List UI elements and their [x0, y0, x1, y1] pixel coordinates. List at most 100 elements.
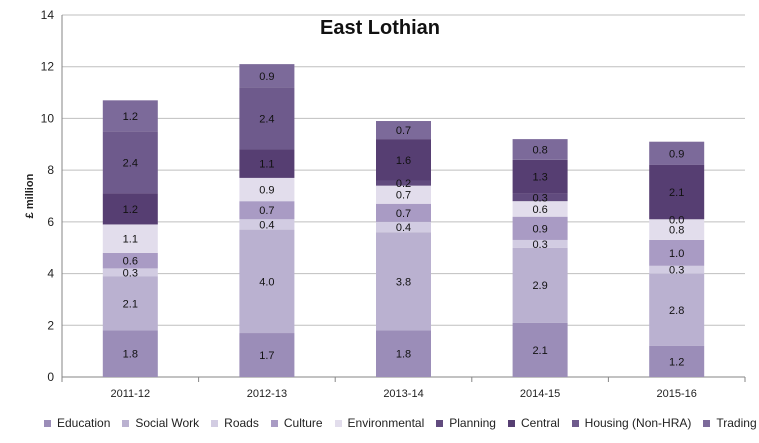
bar-segment	[649, 219, 705, 240]
bar-segment	[512, 247, 568, 323]
legend-item: Social Work	[122, 416, 199, 430]
data-label: 3.8	[396, 276, 411, 288]
bar-segment	[239, 177, 295, 202]
data-label: 0.7	[259, 205, 274, 217]
data-label: 0.3	[123, 267, 138, 279]
y-tick-label: 2	[47, 318, 54, 332]
legend-item: Planning	[436, 416, 496, 430]
bar-segment	[239, 87, 295, 150]
bar-segment	[102, 224, 158, 253]
data-label: 0.0	[669, 214, 684, 226]
data-label: 0.8	[532, 144, 547, 156]
legend-item: Central	[507, 416, 560, 430]
bar-segment	[239, 219, 295, 230]
legend-label: Roads	[224, 416, 259, 430]
legend-item: Culture	[270, 416, 323, 430]
legend-item: Education	[44, 416, 110, 430]
bar-segment	[102, 330, 158, 377]
data-label: 2.8	[669, 305, 684, 317]
bar-segment	[102, 131, 158, 194]
legend-swatch	[211, 419, 219, 427]
bar-segment	[649, 345, 705, 377]
y-tick-label: 14	[41, 8, 55, 22]
bar-segment	[512, 239, 568, 248]
legend-item: Housing (Non-HRA)	[571, 416, 692, 430]
data-label: 0.7	[396, 208, 411, 220]
legend-swatch	[571, 419, 579, 427]
data-label: 1.2	[669, 356, 684, 368]
legend-swatch	[334, 419, 342, 427]
data-label: 1.6	[396, 155, 411, 167]
data-label: 0.3	[669, 265, 684, 277]
data-label: 1.1	[259, 159, 274, 171]
y-tick-label: 0	[47, 370, 54, 384]
data-label: 0.6	[532, 204, 547, 216]
bar-segment	[102, 276, 158, 331]
bar-segment	[102, 193, 158, 225]
legend-swatch	[507, 419, 515, 427]
data-label: 2.4	[123, 157, 138, 169]
x-tick-label: 2011-12	[111, 388, 151, 400]
bar-segment	[239, 64, 295, 88]
legend-swatch	[436, 419, 444, 427]
bar-segment	[376, 121, 431, 140]
legend-label: Environmental	[347, 416, 425, 430]
y-tick-label: 4	[47, 267, 54, 281]
data-label: 0.4	[259, 219, 274, 231]
chart-legend: Education Social Work Roads Culture Environm…	[44, 412, 757, 434]
legend-label: Culture	[283, 416, 323, 430]
y-tick-label: 6	[47, 215, 54, 229]
bar-segment	[376, 203, 431, 222]
legend-item: Roads	[211, 416, 259, 430]
data-label: 1.7	[259, 350, 274, 362]
bar-segment	[102, 252, 158, 269]
data-label: 0.7	[396, 190, 411, 202]
data-label: 1.0	[669, 248, 684, 260]
legend-label: Trading	[716, 416, 757, 430]
legend-swatch	[44, 419, 51, 427]
data-label: 0.9	[532, 223, 547, 235]
data-label: 0.9	[669, 148, 684, 160]
legend-label: Education	[57, 416, 111, 430]
bar-segment	[649, 164, 705, 220]
x-tick-label: 2012-13	[247, 388, 287, 400]
legend-label: Housing (Non-HRA)	[584, 416, 692, 430]
data-label: 2.1	[669, 187, 684, 199]
data-label: 1.8	[396, 349, 411, 361]
chart-title: East Lothian	[320, 17, 440, 39]
bar-segment	[512, 322, 568, 377]
y-axis-label: £ million	[24, 173, 36, 218]
data-label: 0.2	[396, 178, 411, 190]
legend-label: Planning	[449, 416, 496, 430]
bar-segment	[512, 193, 568, 202]
legend-label: Central	[520, 416, 560, 430]
legend-swatch	[703, 419, 711, 427]
data-label: 0.6	[123, 256, 138, 268]
bar-segment	[239, 149, 295, 178]
x-tick-label: 2015-16	[657, 388, 697, 400]
data-label: 0.9	[259, 71, 274, 83]
bar-segment	[376, 139, 431, 181]
legend-label: Social Work	[135, 416, 200, 430]
legend-swatch	[270, 419, 278, 427]
data-label: 0.9	[259, 185, 274, 197]
y-tick-label: 12	[41, 60, 55, 74]
bar-segment	[376, 180, 431, 186]
bar-segment	[649, 273, 705, 346]
data-label: 1.1	[123, 234, 138, 246]
bar-segment	[512, 139, 568, 160]
data-label: 2.1	[532, 345, 547, 357]
data-label: 2.4	[259, 113, 274, 125]
data-label: 4.0	[259, 276, 274, 288]
bar-segment	[512, 201, 568, 217]
y-tick-label: 8	[47, 163, 54, 177]
data-label: 1.2	[123, 111, 138, 123]
bar-segment	[512, 159, 568, 194]
legend-item: Environmental	[334, 416, 425, 430]
bar-segment	[239, 229, 295, 334]
bar-segment	[649, 141, 705, 165]
bar-segment	[102, 268, 158, 277]
y-tick-label: 10	[41, 111, 55, 125]
data-label: 0.8	[669, 225, 684, 237]
